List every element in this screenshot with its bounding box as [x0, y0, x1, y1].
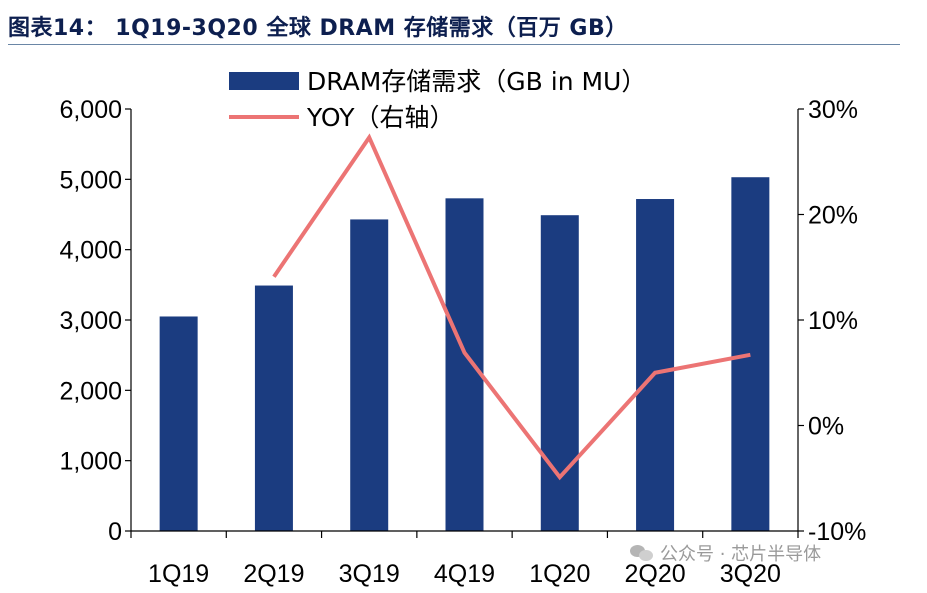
bar-2Q19 [254, 285, 293, 531]
bar-3Q20 [731, 177, 770, 531]
yoy-line [272, 133, 751, 481]
x-tick-label: 4Q19 [434, 560, 495, 588]
yoy-line-series [272, 133, 751, 481]
right-tick-label: 10% [808, 307, 858, 335]
right-tick-label: 30% [808, 96, 858, 124]
bar-1Q20 [540, 215, 579, 531]
x-tick-label: 1Q19 [148, 560, 209, 588]
left-tick-label: 0 [108, 518, 122, 546]
left-tick-label: 3,000 [59, 307, 122, 335]
title-divider [8, 44, 900, 45]
left-tick-label: 4,000 [59, 237, 122, 265]
left-tick-label: 6,000 [59, 96, 122, 124]
bar-2Q20 [636, 199, 675, 531]
left-tick-label: 1,000 [59, 448, 122, 476]
chart-title: 图表14： 1Q19-3Q20 全球 DRAM 存储需求（百万 GB） [8, 16, 628, 41]
left-tick-label: 2,000 [59, 377, 122, 405]
wechat-icon [630, 543, 654, 563]
bar-1Q19 [159, 316, 198, 531]
x-tick-label: 1Q20 [529, 560, 590, 588]
legend: DRAM存储需求（GB in MU） YOY（右轴） [229, 67, 646, 132]
x-tick-label: 3Q19 [339, 560, 400, 588]
legend-line-label: YOY（右轴） [306, 103, 455, 132]
x-tick-label: 2Q20 [624, 560, 685, 588]
left-tick-label: 5,000 [59, 166, 122, 194]
axes: 0 1,000 2,000 3,000 4,000 5,000 6,000 -10% 0% 10%… [59, 96, 866, 588]
right-tick-label: -10% [808, 518, 866, 546]
bar-3Q19 [350, 219, 389, 531]
watermark: 公众号 · 芯片半导体 [630, 540, 821, 566]
right-tick-label: 0% [808, 413, 844, 441]
watermark-text: 公众号 · 芯片半导体 [660, 544, 822, 565]
bar-series [159, 177, 770, 531]
x-tick-label: 2Q19 [243, 560, 304, 588]
right-tick-label: 20% [808, 202, 858, 230]
legend-bar-label: DRAM存储需求（GB in MU） [307, 67, 646, 96]
bar-4Q19 [445, 198, 484, 531]
legend-bar-swatch [229, 72, 299, 90]
x-tick-label: 3Q20 [720, 560, 781, 588]
